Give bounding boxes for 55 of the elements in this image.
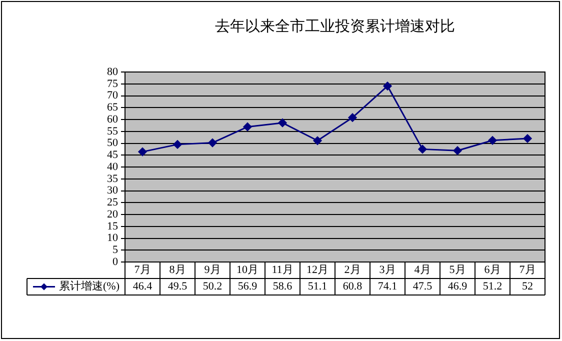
- x-tick-label: 12月: [306, 264, 328, 276]
- point: [173, 140, 182, 149]
- data-label: 60.8: [342, 280, 363, 293]
- legend-label: 累计增速(%): [59, 280, 120, 293]
- y-tick-label: 30: [107, 184, 118, 197]
- point: [348, 113, 357, 122]
- x-tick-label: 6月: [484, 264, 501, 276]
- data-label: 49.5: [168, 280, 188, 293]
- x-tick-label: 5月: [449, 264, 466, 276]
- x-tick-label: 2月: [344, 264, 361, 276]
- data-label: 46.9: [448, 280, 468, 293]
- data-label: 51.2: [482, 280, 502, 293]
- x-tick-label: 3月: [379, 264, 396, 276]
- y-tick-label: 60: [107, 113, 118, 126]
- y-tick-label: 15: [107, 220, 118, 232]
- y-tick-label: 0: [112, 256, 118, 268]
- x-tick-label: 4月: [414, 264, 431, 276]
- y-tick-label: 80: [107, 66, 118, 78]
- y-tick-label: 70: [107, 90, 118, 102]
- x-tick-label: 7月: [519, 264, 536, 276]
- point: [418, 144, 427, 154]
- data-label: 51.1: [308, 280, 328, 293]
- point: [488, 136, 497, 145]
- x-tick-label: 7月: [134, 264, 151, 276]
- data-label: 58.6: [272, 280, 293, 293]
- point: [523, 134, 532, 143]
- y-tick-label: 55: [107, 125, 118, 138]
- y-tick-label: 40: [107, 160, 118, 173]
- data-label: 74.1: [378, 280, 398, 293]
- x-tick-label: 8月: [169, 264, 186, 276]
- y-tick-label: 65: [107, 102, 118, 114]
- y-tick-label: 10: [107, 232, 118, 244]
- point: [243, 122, 252, 132]
- data-label: 50.2: [202, 280, 222, 293]
- point: [278, 118, 287, 128]
- x-tick-label: 11月: [272, 264, 294, 276]
- y-tick-label: 5: [112, 244, 118, 256]
- y-tick-label: 20: [107, 208, 118, 220]
- y-tick-label: 25: [107, 196, 118, 209]
- y-tick-label: 50: [107, 137, 118, 150]
- x-tick-label: 10月: [236, 264, 258, 276]
- y-tick-label: 45: [107, 149, 118, 162]
- point: [453, 146, 462, 155]
- point: [208, 138, 217, 148]
- chart-title: 去年以来全市工业投资累计增速对比: [215, 18, 455, 35]
- data-label: 52: [522, 280, 533, 293]
- data-label: 46.4: [132, 280, 153, 293]
- point: [383, 82, 392, 90]
- y-tick-label: 35: [107, 172, 118, 185]
- point: [313, 136, 322, 145]
- x-tick-label: 9月: [204, 264, 221, 276]
- y-tick-label: 75: [107, 78, 118, 90]
- data-label: 56.9: [238, 280, 258, 293]
- point: [138, 148, 147, 156]
- data-label: 47.5: [412, 280, 433, 293]
